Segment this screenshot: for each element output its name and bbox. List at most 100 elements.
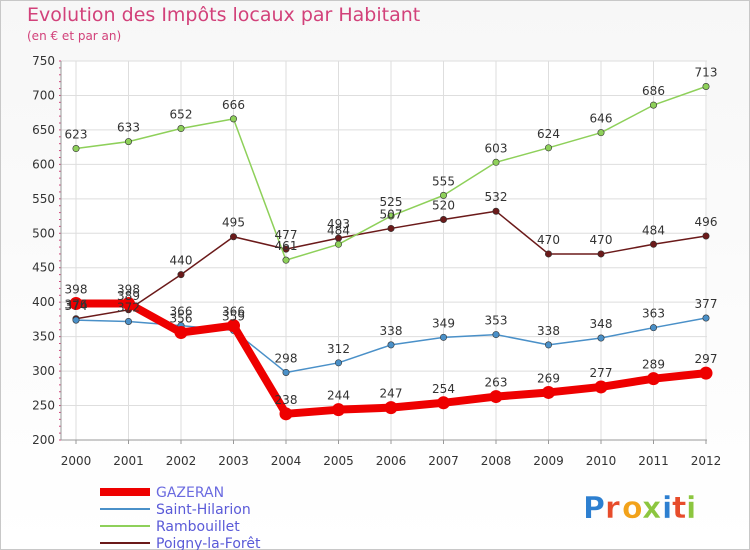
axis-layer: 200 250 300 350 400 450 500 550 600 650 700 750 2000… [32, 54, 721, 468]
data-label-poigny-la-foret: 470 [537, 233, 560, 247]
data-label-rambouillet: 624 [537, 127, 560, 141]
x-tick-label: 2009 [533, 454, 564, 468]
plot-background [61, 61, 707, 440]
legend-label-saint-hilarion: Saint-Hilarion [156, 502, 251, 518]
logo-letter: x [642, 491, 661, 526]
y-tick-label: 650 [32, 123, 55, 137]
data-label-saint-hilarion: 353 [485, 314, 508, 328]
x-tick-label: 2003 [218, 454, 249, 468]
data-label-poigny-la-foret: 495 [222, 216, 245, 230]
chart-title: Evolution des Impôts locaux par Habitant [27, 4, 421, 26]
data-label-gazeran: 269 [537, 371, 560, 385]
data-label-poigny-la-foret: 484 [642, 223, 665, 237]
data-label-poigny-la-foret: 496 [695, 215, 718, 229]
data-label-gazeran: 289 [642, 358, 665, 372]
data-point-poigny-la-foret [597, 250, 605, 258]
data-label-gazeran: 366 [222, 305, 245, 319]
data-point-rambouillet [334, 240, 342, 248]
data-label-gazeran: 356 [170, 312, 193, 326]
data-label-gazeran: 297 [695, 352, 718, 366]
data-point-gazeran [437, 396, 450, 410]
data-label-rambouillet: 555 [432, 174, 455, 188]
data-point-rambouillet [439, 191, 447, 199]
y-tick-label: 700 [32, 88, 55, 102]
x-tick-label: 2005 [323, 454, 354, 468]
data-point-gazeran [542, 385, 555, 399]
data-point-poigny-la-foret [492, 207, 500, 215]
x-tick-label: 2000 [61, 454, 92, 468]
x-tick-label: 2012 [691, 454, 722, 468]
series-layer [69, 82, 713, 421]
data-point-saint-hilarion [597, 334, 605, 342]
y-tick-label: 400 [32, 295, 55, 309]
data-label-saint-hilarion: 366 [170, 305, 193, 319]
data-point-rambouillet [387, 212, 395, 220]
data-label-saint-hilarion: 338 [380, 324, 403, 338]
y-tick-label: 450 [32, 261, 55, 275]
data-label-saint-hilarion: 372 [117, 300, 140, 314]
data-point-saint-hilarion [649, 324, 657, 332]
x-tick-label: 2011 [638, 454, 669, 468]
grid-layer [61, 60, 707, 441]
data-label-rambouillet: 633 [117, 121, 140, 135]
data-label-gazeran: 263 [485, 376, 508, 390]
data-label-rambouillet: 652 [170, 108, 193, 122]
data-label-poigny-la-foret: 520 [432, 198, 455, 212]
data-point-saint-hilarion [72, 316, 80, 324]
legend: GAZERANSaint-HilarionRambouilletPoigny-l… [100, 485, 261, 550]
data-point-poigny-la-foret [387, 224, 395, 232]
data-label-saint-hilarion: 349 [432, 316, 455, 330]
legend-label-poigny-la-foret: Poigny-la-Forêt [156, 536, 261, 550]
y-tick-label: 300 [32, 364, 55, 378]
data-point-saint-hilarion [492, 331, 500, 339]
x-tick-label: 2001 [113, 454, 144, 468]
data-point-gazeran [279, 407, 293, 421]
data-label-saint-hilarion: 298 [275, 351, 298, 365]
x-tick-label: 2010 [586, 454, 617, 468]
logo-letter: i [686, 491, 696, 526]
data-point-rambouillet [125, 138, 133, 146]
data-label-gazeran: 244 [327, 389, 350, 403]
data-point-gazeran [489, 390, 503, 404]
data-point-gazeran [69, 297, 83, 311]
data-point-rambouillet [230, 115, 238, 123]
data-point-saint-hilarion [439, 333, 447, 341]
data-point-saint-hilarion [544, 341, 552, 349]
data-label-poigny-la-foret: 507 [380, 207, 403, 221]
data-label-saint-hilarion: 377 [695, 297, 718, 311]
data-point-gazeran [594, 380, 608, 394]
data-point-gazeran [332, 403, 345, 417]
logo-letter: i [662, 491, 672, 526]
data-label-poigny-la-foret: 389 [117, 289, 140, 303]
legend-label-rambouillet: Rambouillet [156, 519, 240, 535]
data-label-saint-hilarion: 359 [222, 309, 245, 323]
logo-letter: r [605, 491, 620, 526]
data-point-poigny-la-foret [702, 232, 710, 240]
data-point-gazeran [647, 372, 660, 386]
data-label-gazeran: 398 [117, 283, 140, 297]
data-point-rambouillet [282, 256, 290, 264]
data-point-saint-hilarion [702, 314, 710, 322]
data-label-rambouillet: 666 [222, 98, 245, 112]
x-tick-label: 2007 [428, 454, 459, 468]
data-point-poigny-la-foret [649, 240, 657, 248]
chart-subtitle: (en € et par an) [27, 29, 122, 43]
data-label-gazeran: 254 [432, 382, 455, 396]
data-label-saint-hilarion: 363 [642, 307, 665, 321]
data-label-saint-hilarion: 312 [327, 342, 350, 356]
data-label-rambouillet: 713 [695, 65, 718, 79]
y-tick-label: 350 [32, 330, 55, 344]
data-label-saint-hilarion: 338 [537, 324, 560, 338]
y-tick-label: 200 [32, 433, 55, 447]
data-label-rambouillet: 603 [485, 141, 508, 155]
data-point-poigny-la-foret [282, 245, 290, 253]
logo-letter: P [583, 491, 605, 526]
x-tick-label: 2008 [481, 454, 512, 468]
data-point-rambouillet [649, 101, 657, 109]
x-tick-label: 2006 [376, 454, 407, 468]
y-tick-label: 750 [32, 54, 55, 68]
data-label-gazeran: 238 [275, 393, 298, 407]
data-label-rambouillet: 525 [380, 195, 403, 209]
x-tick-label: 2002 [166, 454, 197, 468]
